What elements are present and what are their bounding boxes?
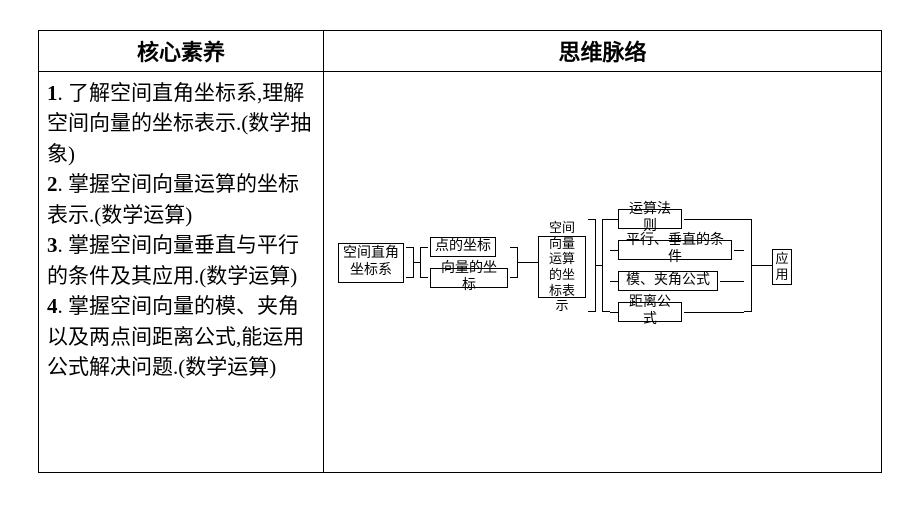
flowchart: 空间直角坐标系 点的坐标 向量的坐标 空间向量运算的坐标表示 运算法则 平 (324, 72, 879, 472)
stub-4b (610, 250, 618, 251)
rstub-4c (720, 281, 744, 282)
bracket-4-out (744, 219, 752, 312)
bracket-4-in (602, 219, 610, 312)
item-2: 2. 掌握空间向量运算的坐标表示.(数学运算) (47, 169, 315, 230)
node-stage2a: 点的坐标 (430, 237, 496, 257)
stub-4c (610, 281, 618, 282)
node-stage2b: 向量的坐标 (430, 268, 508, 288)
header-right: 思维脉络 (324, 31, 882, 72)
bracket-2-out (510, 247, 518, 278)
num-1: 1 (47, 81, 58, 105)
num-4: 4 (47, 294, 58, 318)
node-stage4d: 距离公式 (618, 302, 682, 322)
cat-2: (数学运算) (94, 203, 192, 227)
stub-4d (610, 312, 618, 313)
node-stage4a: 运算法则 (618, 209, 682, 229)
bracket-1-out (406, 247, 414, 278)
right-content: 空间直角坐标系 点的坐标 向量的坐标 空间向量运算的坐标表示 运算法则 平 (324, 72, 882, 473)
stub-4a (610, 219, 618, 220)
node-stage1: 空间直角坐标系 (338, 243, 404, 283)
cat-3: (数学运算) (199, 264, 297, 288)
item-1: 1. 了解空间直角坐标系,理解空间向量的坐标表示.(数学抽象) (47, 78, 315, 169)
node-stage4c: 模、夹角公式 (618, 271, 718, 291)
left-content: 1. 了解空间直角坐标系,理解空间向量的坐标表示.(数学抽象) 2. 掌握空间向… (39, 72, 324, 473)
rstub-4d (684, 312, 744, 313)
rstub-4b (734, 250, 744, 251)
bracket-2-in (420, 247, 428, 278)
conn-2-to-3 (524, 262, 538, 263)
node-stage5: 应用 (772, 249, 792, 285)
item-3: 3. 掌握空间向量垂直与平行的条件及其应用.(数学运算) (47, 230, 315, 291)
conn-4-to-5 (752, 265, 772, 266)
num-3: 3 (47, 233, 58, 257)
main-table: 核心素养 思维脉络 1. 了解空间直角坐标系,理解空间向量的坐标表示.(数学抽象… (38, 30, 882, 473)
num-2: 2 (47, 172, 58, 196)
cat-4: (数学运算) (178, 355, 276, 379)
rstub-4a (684, 219, 744, 220)
header-left: 核心素养 (39, 31, 324, 72)
node-stage4b: 平行、垂直的条件 (618, 240, 732, 260)
bracket-3-out (588, 219, 596, 312)
item-4: 4. 掌握空间向量的模、夹角以及两点间距离公式,能运用公式解决问题.(数学运算) (47, 291, 315, 382)
node-stage3: 空间向量运算的坐标表示 (538, 236, 586, 298)
